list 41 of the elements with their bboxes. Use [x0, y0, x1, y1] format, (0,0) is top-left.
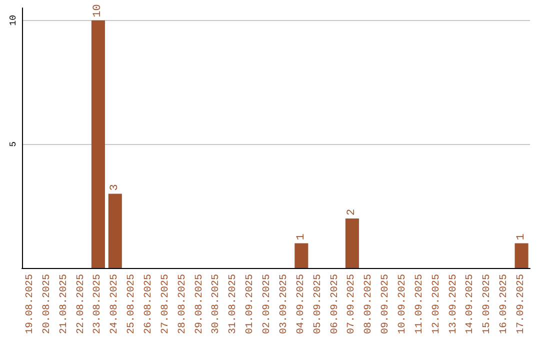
x-tick-label: 14.09.2025 [465, 274, 476, 334]
data-label: 1 [516, 233, 528, 240]
x-tick-label: 24.08.2025 [110, 274, 121, 334]
data-label: 1 [295, 233, 308, 240]
x-tick-label: 09.09.2025 [380, 274, 392, 334]
x-tick-label: 30.08.2025 [211, 274, 222, 334]
x-tick-label: 31.08.2025 [228, 274, 240, 334]
x-tick-label: 10.09.2025 [398, 274, 408, 334]
x-tick-label: 08.09.2025 [364, 274, 375, 334]
x-tick-label: 20.08.2025 [42, 274, 53, 334]
x-tick-label: 05.09.2025 [312, 274, 324, 334]
x-tick-label: 07.09.2025 [346, 274, 358, 334]
x-tick-label: 28.08.2025 [177, 274, 188, 334]
x-tick-label: 12.09.2025 [431, 274, 442, 334]
bar [345, 218, 359, 268]
x-tick-label: 11.09.2025 [414, 274, 426, 334]
x-tick-label: 06.09.2025 [330, 274, 341, 334]
x-tick-label: 04.09.2025 [296, 274, 307, 334]
x-tick-label: 25.08.2025 [126, 274, 138, 334]
x-tick-label: 29.08.2025 [194, 274, 206, 334]
x-tick-label: 02.09.2025 [262, 274, 274, 334]
bar [91, 20, 105, 268]
x-tick-label: 22.08.2025 [76, 274, 87, 334]
x-tick-label: 03.09.2025 [278, 274, 290, 334]
x-tick-label: 23.08.2025 [92, 274, 104, 334]
bar [514, 243, 528, 268]
data-label: 10 [92, 4, 104, 18]
x-tick-label: 26.08.2025 [144, 274, 154, 334]
x-tick-label: 01.09.2025 [245, 274, 256, 334]
data-label: 3 [109, 184, 122, 191]
y-tick-label: 5 [8, 141, 18, 147]
x-tick-label: 17.09.2025 [516, 274, 528, 334]
x-tick-label: 21.08.2025 [58, 274, 70, 334]
x-tick-label: 15.09.2025 [482, 274, 494, 334]
x-tick-label: 13.09.2025 [448, 274, 460, 334]
bar [108, 194, 122, 268]
x-tick-label: 19.08.2025 [24, 274, 36, 334]
x-tick-label: 27.08.2025 [160, 274, 172, 334]
x-tick-label: 16.09.2025 [499, 274, 510, 334]
bar [294, 243, 308, 268]
data-label: 2 [346, 208, 358, 216]
